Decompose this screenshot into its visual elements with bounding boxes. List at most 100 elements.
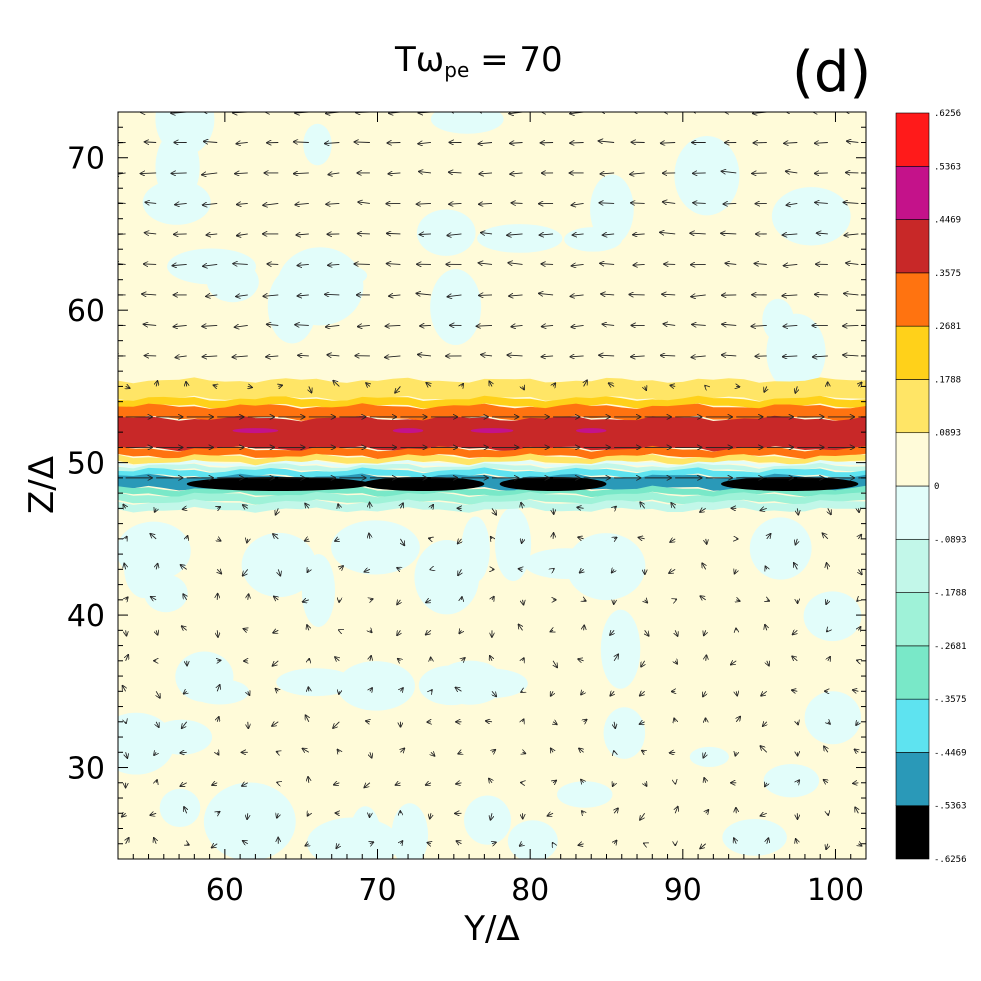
vector-arrow — [418, 142, 431, 143]
vector-arrow — [479, 263, 493, 265]
vector-arrow — [337, 750, 339, 753]
vector-arrow — [243, 569, 249, 575]
vector-arrow — [765, 625, 767, 631]
vector-arrow — [783, 325, 798, 326]
colorbar-swatch — [895, 805, 930, 860]
noise-patch — [227, 820, 261, 842]
vector-arrow — [614, 654, 618, 662]
vector-arrow — [126, 597, 128, 600]
vector-arrow — [397, 600, 400, 605]
vector-arrow — [396, 783, 401, 785]
vector-arrow — [387, 264, 401, 265]
vector-arrow — [217, 717, 219, 722]
vector-arrow — [736, 717, 740, 723]
vector-arrow — [640, 502, 644, 509]
contour-minimum — [186, 476, 370, 491]
vector-arrow — [784, 264, 798, 265]
vector-arrow — [145, 142, 157, 143]
vector-arrow — [797, 722, 798, 725]
vector-arrow — [455, 688, 462, 692]
contour-maximum — [232, 428, 279, 434]
vector-arrow — [843, 325, 859, 326]
vector-arrow — [761, 691, 768, 695]
vector-arrow — [295, 325, 309, 326]
vector-arrow — [124, 563, 125, 570]
noise-patch — [241, 532, 317, 598]
noise-patch — [267, 269, 317, 344]
x-tick-label: 80 — [511, 873, 549, 908]
vector-arrow — [523, 752, 526, 753]
noise-patch — [416, 209, 476, 256]
vector-arrow — [489, 779, 492, 783]
vector-arrow — [828, 657, 830, 661]
vector-arrow — [156, 780, 157, 783]
vector-arrow — [843, 202, 859, 203]
vector-arrow — [173, 325, 187, 326]
vector-arrow — [212, 844, 218, 848]
vector-arrow — [690, 233, 706, 234]
y-tick-label: 50 — [67, 447, 105, 482]
vector-arrow — [492, 691, 496, 696]
vector-arrow — [570, 356, 584, 357]
vector-arrow — [183, 508, 187, 509]
vector-arrow — [305, 539, 309, 541]
vector-arrow — [187, 844, 189, 845]
vector-arrow — [675, 807, 678, 814]
vector-arrow — [793, 630, 798, 634]
vector-arrow — [325, 294, 340, 295]
vector-arrow — [479, 203, 493, 204]
noise-patch — [301, 554, 336, 627]
vector-arrow — [827, 563, 828, 570]
vector-arrow — [358, 202, 370, 204]
vector-arrow — [827, 630, 828, 631]
colorbar-swatch — [895, 485, 930, 540]
vector-arrow — [236, 295, 248, 297]
vector-arrow — [156, 721, 159, 727]
vector-arrow — [631, 356, 645, 357]
contour-maximum — [470, 428, 514, 434]
vector-arrow — [243, 505, 248, 508]
vector-arrow — [459, 630, 461, 633]
noise-patch — [590, 174, 634, 245]
vector-arrow — [674, 718, 675, 721]
colorbar-swatch — [895, 645, 930, 700]
vector-arrow — [366, 721, 370, 722]
vector-arrow — [792, 690, 798, 691]
vector-arrow — [703, 691, 706, 696]
contour-band — [118, 377, 866, 402]
vector-arrow — [336, 844, 339, 848]
vector-arrow — [175, 356, 187, 358]
vector-arrow — [722, 324, 737, 325]
vector-arrow — [767, 600, 769, 601]
vector-arrow — [370, 688, 372, 691]
vector-arrow — [782, 295, 798, 296]
vector-arrow — [243, 841, 248, 844]
vector-arrow — [551, 691, 553, 696]
vector-arrow — [691, 295, 706, 297]
vector-arrow — [858, 627, 860, 630]
vector-arrow — [641, 660, 645, 667]
vector-arrow — [126, 537, 127, 539]
y-axis-label: Z/Δ — [22, 456, 62, 514]
vector-arrow — [645, 600, 648, 603]
noise-patch — [600, 609, 641, 689]
colorbar-label: -.2681 — [934, 642, 967, 652]
noise-patch — [557, 781, 613, 808]
noise-patch — [430, 112, 504, 134]
noise-patch — [337, 661, 415, 711]
colorbar-label: -.1788 — [934, 589, 967, 599]
vector-arrow — [492, 597, 494, 600]
vector-arrow — [370, 630, 372, 632]
vector-arrow — [826, 600, 828, 604]
noise-patch — [749, 517, 812, 580]
vector-arrow — [449, 172, 462, 173]
vector-arrow — [182, 721, 188, 728]
vector-arrow — [520, 844, 523, 846]
vector-arrow — [155, 508, 157, 512]
vector-arrow — [582, 811, 584, 813]
vector-arrow — [670, 752, 676, 753]
vector-arrow — [792, 656, 798, 661]
vector-arrow — [614, 538, 616, 539]
vector-arrow — [156, 691, 160, 698]
vector-arrow — [235, 173, 248, 174]
